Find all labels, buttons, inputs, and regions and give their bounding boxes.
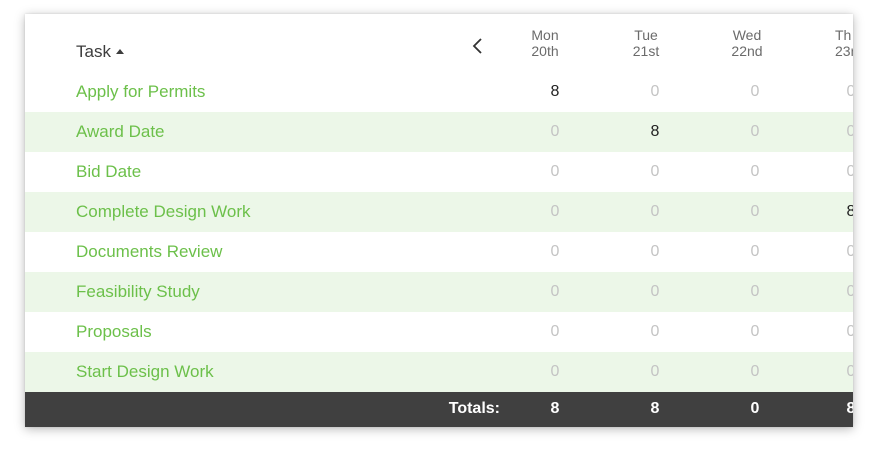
- table-row: Complete Design Work 0 0 0 8: [25, 192, 853, 232]
- totals-label: Totals:: [448, 400, 500, 417]
- table-row: Start Design Work 0 0 0 0: [25, 352, 853, 392]
- hours-cell[interactable]: 0: [650, 283, 660, 300]
- task-link[interactable]: Apply for Permits: [76, 82, 206, 101]
- hours-cell[interactable]: 0: [846, 83, 853, 100]
- hours-cell[interactable]: 0: [846, 323, 853, 340]
- hours-cell[interactable]: 0: [650, 163, 660, 180]
- task-header-label: Task: [76, 42, 111, 61]
- table-row: Documents Review 0 0 0 0: [25, 232, 853, 272]
- hours-cell[interactable]: 0: [650, 243, 660, 260]
- hours-cell[interactable]: 0: [550, 203, 560, 220]
- hours-cell[interactable]: 0: [750, 203, 760, 220]
- day-header-thu: Th 23r: [811, 27, 853, 59]
- day-header-mon: Mon 20th: [510, 27, 580, 59]
- day-date: 23r: [835, 43, 853, 59]
- table-row: Feasibility Study 0 0 0 0: [25, 272, 853, 312]
- chevron-left-icon[interactable]: [469, 34, 487, 58]
- table-header: Task Mon 20th Tue 21st Wed 22nd Th 23r: [25, 14, 853, 72]
- task-link[interactable]: Complete Design Work: [76, 202, 251, 221]
- hours-cell[interactable]: 0: [846, 163, 853, 180]
- hours-cell[interactable]: 0: [846, 363, 853, 380]
- timesheet-table: Task Mon 20th Tue 21st Wed 22nd Th 23r A…: [25, 14, 853, 427]
- total-cell: 8: [550, 400, 560, 417]
- day-date: 20th: [531, 43, 559, 59]
- hours-cell[interactable]: 0: [550, 243, 560, 260]
- day-name: Wed: [732, 27, 762, 43]
- day-date: 21st: [632, 43, 660, 59]
- hours-cell[interactable]: 0: [550, 283, 560, 300]
- hours-cell[interactable]: 0: [750, 363, 760, 380]
- hours-cell[interactable]: 0: [550, 323, 560, 340]
- hours-cell[interactable]: 8: [550, 83, 560, 100]
- hours-cell[interactable]: 0: [650, 203, 660, 220]
- total-cell: 0: [750, 400, 760, 417]
- day-date: 22nd: [731, 43, 763, 59]
- task-link[interactable]: Award Date: [76, 122, 165, 141]
- hours-cell[interactable]: 0: [750, 323, 760, 340]
- total-cell: 8: [846, 400, 853, 417]
- task-column-header[interactable]: Task: [76, 42, 124, 62]
- hours-cell[interactable]: 0: [650, 363, 660, 380]
- hours-cell[interactable]: 0: [750, 283, 760, 300]
- hours-cell[interactable]: 0: [650, 323, 660, 340]
- hours-cell[interactable]: 0: [846, 123, 853, 140]
- hours-cell[interactable]: 0: [750, 243, 760, 260]
- hours-cell[interactable]: 0: [846, 243, 853, 260]
- table-row: Proposals 0 0 0 0: [25, 312, 853, 352]
- hours-cell[interactable]: 8: [846, 203, 853, 220]
- task-link[interactable]: Documents Review: [76, 242, 223, 261]
- hours-cell[interactable]: 0: [846, 283, 853, 300]
- hours-cell[interactable]: 0: [750, 123, 760, 140]
- task-link[interactable]: Proposals: [76, 322, 152, 341]
- task-link[interactable]: Bid Date: [76, 162, 142, 181]
- day-header-tue: Tue 21st: [611, 27, 681, 59]
- hours-cell[interactable]: 0: [750, 163, 760, 180]
- hours-cell[interactable]: 8: [650, 123, 660, 140]
- sort-ascending-icon: [115, 49, 124, 54]
- table-row: Apply for Permits 8 0 0 0: [25, 72, 853, 112]
- task-link[interactable]: Start Design Work: [76, 362, 214, 381]
- hours-cell[interactable]: 0: [550, 163, 560, 180]
- table-row: Award Date 0 8 0 0: [25, 112, 853, 152]
- day-name: Th: [835, 27, 852, 43]
- total-cell: 8: [650, 400, 660, 417]
- hours-cell[interactable]: 0: [550, 123, 560, 140]
- totals-row: Totals: 8 8 0 8: [25, 392, 853, 427]
- hours-cell[interactable]: 0: [750, 83, 760, 100]
- task-link[interactable]: Feasibility Study: [76, 282, 200, 301]
- hours-cell[interactable]: 0: [650, 83, 660, 100]
- day-name: Mon: [531, 27, 559, 43]
- day-header-wed: Wed 22nd: [712, 27, 782, 59]
- table-row: Bid Date 0 0 0 0: [25, 152, 853, 192]
- day-name: Tue: [634, 27, 658, 43]
- hours-cell[interactable]: 0: [550, 363, 560, 380]
